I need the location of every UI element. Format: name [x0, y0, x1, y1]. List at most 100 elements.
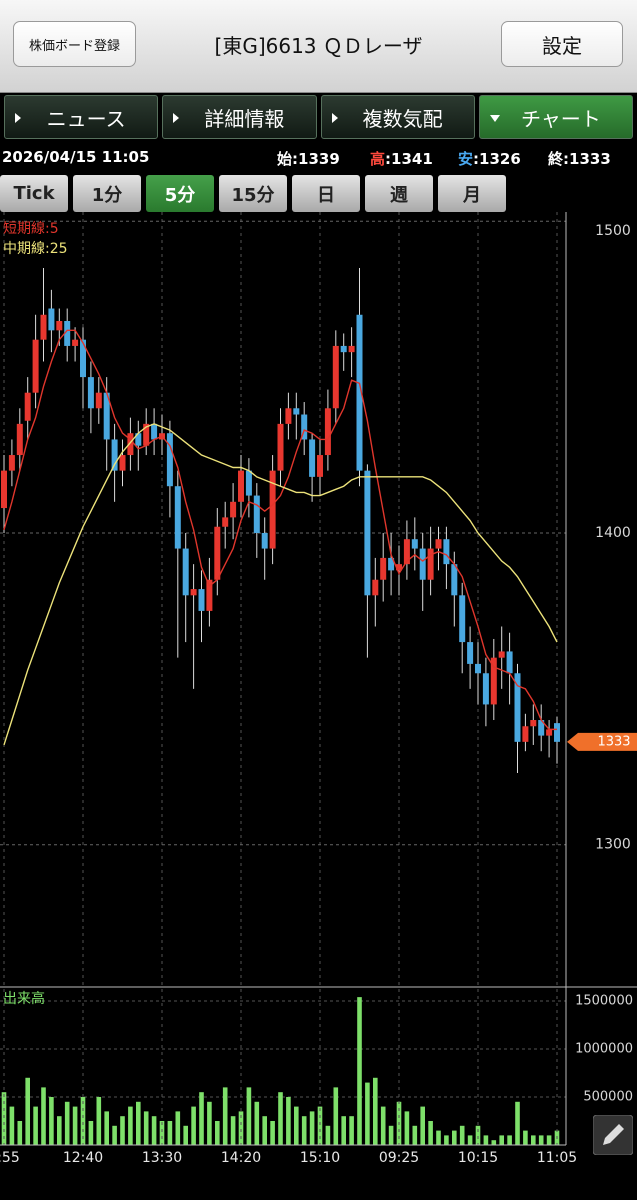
period-button[interactable]: 週 [365, 175, 433, 212]
legend-entry: 短期線:5 [3, 221, 59, 237]
period-button[interactable]: 5分 [146, 175, 214, 212]
candle-body [198, 589, 205, 611]
period-button[interactable]: 月 [438, 175, 506, 212]
candle-body [119, 455, 126, 471]
candle-body [222, 517, 229, 527]
quote-label: 高 [370, 150, 386, 168]
tab-arrow [331, 113, 338, 123]
tab-arrow [15, 113, 21, 123]
tab-label: 複数気配 [362, 106, 443, 131]
y-tick-label: 1300 [595, 837, 631, 853]
quote-colon: : [292, 150, 299, 168]
candle-body [269, 470, 276, 549]
candle-body [103, 392, 110, 440]
period-button[interactable]: 日 [292, 175, 360, 212]
quote-value: 1339 [298, 150, 340, 168]
edit-button[interactable] [593, 1115, 633, 1155]
candle-body [396, 564, 402, 571]
volume-bar [523, 1130, 528, 1145]
candle-body [32, 339, 39, 393]
candle-body [498, 651, 505, 658]
quote-label: 終 [548, 150, 564, 168]
candle-body [190, 589, 197, 596]
volume-bar [546, 1135, 552, 1145]
candle-body [435, 539, 442, 549]
quote-label: 安 [458, 150, 474, 168]
volume-bar [325, 1125, 331, 1145]
candle-body [506, 651, 513, 674]
volume-bar [459, 1125, 465, 1145]
volume-bar [1, 1092, 7, 1145]
volume-bar [404, 1111, 410, 1145]
x-tick-label: 15:10 [300, 1150, 340, 1166]
volume-bar [380, 1106, 386, 1145]
period-button[interactable]: 15分 [219, 175, 287, 212]
candle-body [182, 548, 189, 596]
quote-value: 1341 [391, 150, 433, 168]
volume-bar [215, 1120, 220, 1145]
tab[interactable]: ニュース [4, 95, 159, 139]
y-tick-label: 1500000 [575, 993, 633, 1008]
x-tick-label: 13:30 [142, 1150, 182, 1166]
volume-bar [309, 1111, 315, 1145]
candle-body [348, 345, 355, 353]
candle-body [214, 526, 221, 580]
candle-body [459, 595, 466, 643]
quote-colon: : [385, 150, 392, 168]
volume-bar [538, 1135, 544, 1145]
tab[interactable]: 複数気配 [320, 95, 475, 139]
volume-bar [278, 1092, 283, 1145]
candle-body [317, 455, 323, 477]
volume-bar [143, 1111, 149, 1145]
candle-body [475, 663, 481, 674]
quote-item: 安:1326 [458, 148, 521, 169]
candle-body [143, 423, 150, 446]
candle-body [127, 433, 134, 456]
register-button[interactable]: 株価ボード登録 [13, 21, 136, 67]
tab-bar: ニュース 詳細情報 複数気配 チャート [0, 95, 637, 141]
volume-bar [294, 1106, 299, 1145]
quote-colon: : [563, 150, 570, 168]
candle-body [230, 501, 237, 518]
volume-bar [41, 1087, 46, 1145]
candle-body [309, 439, 316, 477]
tab[interactable]: チャート [478, 95, 633, 139]
candle-body [427, 548, 434, 580]
settings-button[interactable]: 設定 [501, 21, 623, 67]
quote-value: 1326 [479, 150, 521, 168]
quote-item: 始:1339 [277, 148, 340, 169]
period-button[interactable]: Tick [0, 175, 68, 212]
candle-body [388, 557, 395, 571]
volume-bar [301, 1116, 307, 1145]
candle-body [206, 579, 213, 611]
volume-bar [412, 1125, 418, 1145]
volume-bar [341, 1116, 346, 1145]
y-tick-label: 1400 [595, 525, 631, 541]
x-tick-label: 11:05 [537, 1150, 577, 1166]
candle-body [451, 564, 458, 596]
tab-label: 詳細情報 [204, 106, 285, 131]
volume-bar [475, 1125, 481, 1145]
candle-body [285, 408, 292, 424]
candle-body [482, 673, 489, 705]
volume-bar [483, 1135, 489, 1145]
candle-body [301, 414, 308, 440]
period-button[interactable]: 1分 [73, 175, 141, 212]
volume-bar [33, 1106, 38, 1145]
candle-body [419, 548, 426, 580]
quote-colon: : [473, 150, 480, 168]
candle-body [538, 720, 545, 736]
volume-bar [104, 1111, 109, 1145]
stock-title: [東G]6613 ＱＤレーザ [214, 34, 423, 58]
tab-label: チャート [520, 106, 601, 131]
candle-body [95, 392, 102, 409]
last-price-label: 1333 [597, 734, 630, 749]
candle-body [48, 308, 55, 331]
candle-body [64, 320, 71, 346]
volume-bar [491, 1140, 497, 1145]
candle-body [135, 433, 142, 446]
tab[interactable]: 詳細情報 [162, 95, 317, 139]
candle-body [364, 470, 371, 596]
candle-body [514, 673, 521, 742]
volume-bar [420, 1106, 425, 1145]
